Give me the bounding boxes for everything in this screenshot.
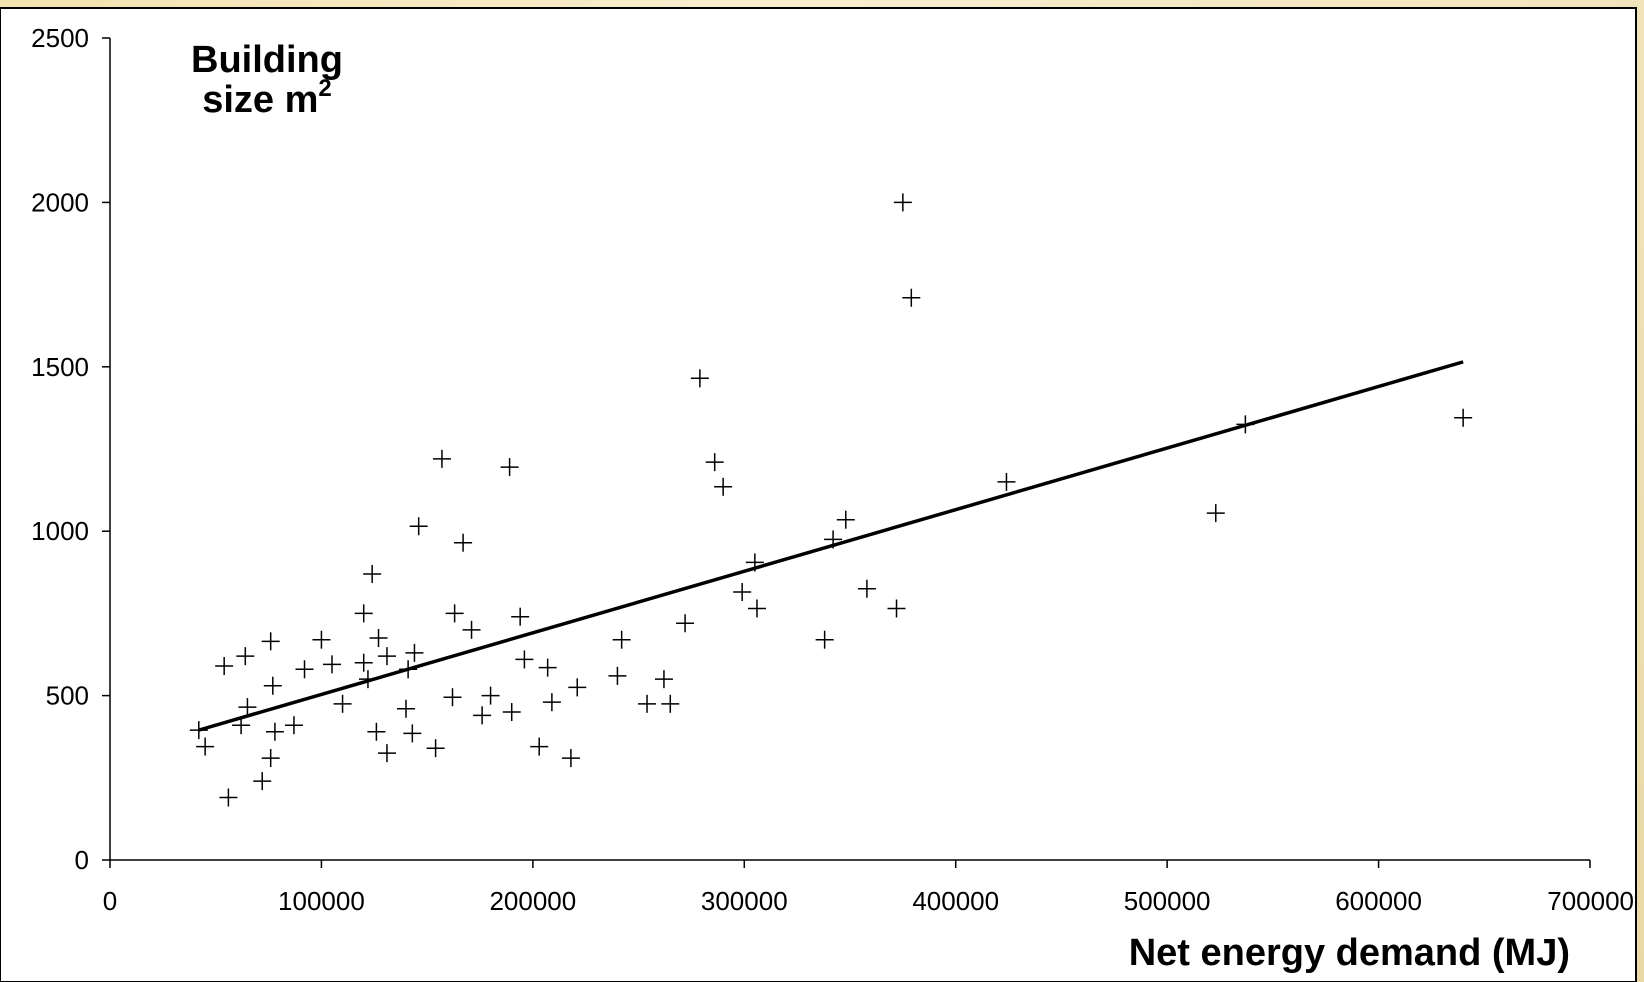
data-point [397,699,415,718]
data-point [815,630,834,649]
data-point [462,620,481,639]
data-point [238,698,257,717]
data-point [561,749,580,768]
data-point [236,647,255,666]
data-point [745,553,764,572]
data-point [363,564,382,583]
x-axis-title: Net energy demand (MJ) [1129,932,1570,974]
data-point [354,604,373,623]
data-point [312,630,331,649]
data-point [323,655,341,674]
data-point [511,607,530,626]
data-point [893,193,912,212]
data-point [403,724,422,743]
data-point [676,614,695,633]
data-point [367,722,386,741]
y-tick-label: 2000 [31,187,89,217]
data-point [189,721,208,740]
data-point [538,658,557,677]
y-axis-title-unit: size m [202,79,318,121]
y-tick-label: 2500 [31,23,89,53]
x-tick-label: 500000 [1124,886,1211,916]
y-axis-title-line1: Building [191,39,343,81]
data-point [542,693,561,712]
data-point [354,653,373,672]
data-point [263,676,282,695]
data-point [369,629,388,648]
x-tick-label: 400000 [912,886,999,916]
data-point [426,739,445,758]
data-point [409,517,428,536]
y-axis-title-superscript: 2 [318,75,331,102]
data-point [502,703,521,722]
data-point [295,660,314,679]
data-point [284,716,303,735]
data-point [612,630,631,649]
data-point [377,647,396,666]
axes: 0 500 1000 1500 2000 2500 0 100000 200000 300000 4… [31,23,1634,916]
data-point [261,632,280,651]
data-points [189,193,1473,807]
data-point [661,694,680,713]
data-point [747,599,766,618]
data-point [196,737,215,756]
plot-frame [0,7,1637,982]
data-point [530,737,549,756]
data-point [399,660,418,679]
data-point [824,530,843,549]
x-tick-label: 700000 [1547,886,1634,916]
data-point [500,458,519,477]
data-point [714,477,733,496]
data-point [887,599,906,618]
data-point [265,722,284,741]
x-tick-label: 0 [103,886,117,916]
y-tick-label: 1500 [31,352,89,382]
data-point [333,694,352,713]
data-point [405,643,424,662]
data-point [454,533,473,552]
y-tick-label: 1000 [31,516,89,546]
x-tick-label: 200000 [489,886,576,916]
data-point [377,744,396,763]
data-point [515,650,534,669]
data-point [705,453,724,472]
data-point [733,583,752,602]
x-tick-label: 300000 [701,886,788,916]
x-tick-label: 100000 [278,886,365,916]
data-point [997,472,1016,491]
data-point [445,604,464,623]
data-point [432,449,451,468]
y-axis-title: Building size m2 [191,39,343,121]
x-tick-label: 600000 [1335,886,1422,916]
data-point [1236,415,1255,434]
data-point [253,772,272,791]
data-point [261,749,280,768]
data-point [443,688,462,707]
data-point [232,716,251,735]
data-point [857,579,876,598]
y-axis-title-line2: size m2 [202,75,332,121]
data-point [215,657,234,676]
data-point [638,694,657,713]
data-point [568,678,587,697]
y-tick-label: 500 [46,681,89,711]
data-point [473,706,492,725]
data-point [608,666,627,685]
data-point [654,670,673,689]
data-point [836,510,855,529]
y-tick-label: 0 [75,845,89,875]
data-point [902,288,921,307]
data-point [358,670,377,689]
data-point [219,788,238,807]
data-point [1206,504,1225,523]
data-point [690,369,709,388]
data-point [1454,408,1473,427]
data-point [481,686,500,705]
